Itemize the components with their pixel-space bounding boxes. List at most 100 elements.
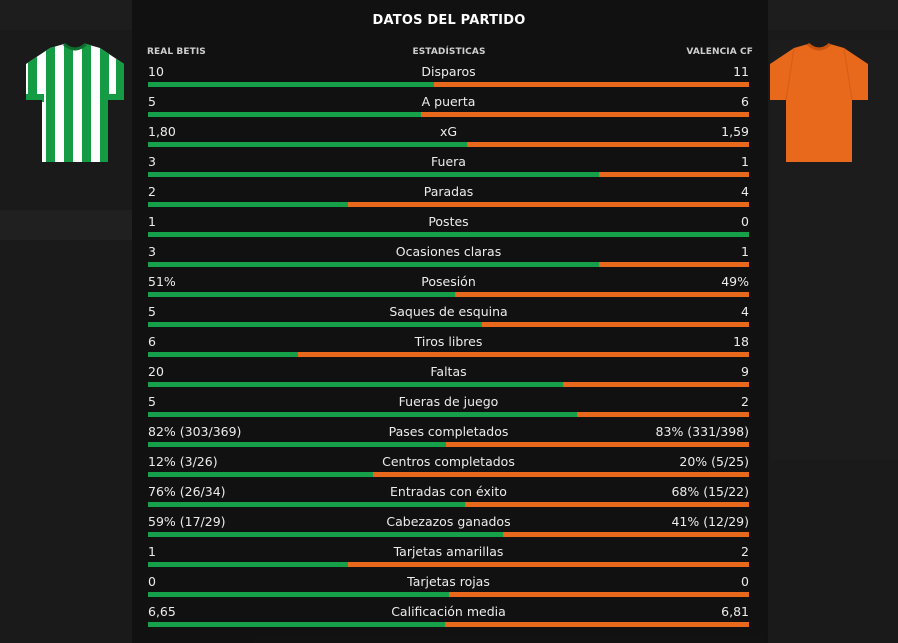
stat-label: xG [439,124,458,139]
home-share-fill [148,322,483,327]
stat-comparison-bar [148,562,749,567]
home-share-fill [148,292,455,297]
home-stat-value: 5 [148,304,156,319]
stat-comparison-bar [148,322,749,327]
stat-row: 1,80 xG 1,59 [148,120,749,150]
home-stat-value: 5 [148,394,156,409]
stat-label: Fueras de juego [398,394,499,409]
stat-row: 5 Fueras de juego 2 [148,390,749,420]
home-stat-value: 82% (303/369) [148,424,242,439]
home-share-fill [148,502,466,507]
away-stat-value: 1 [741,244,749,259]
stat-label: Faltas [430,364,467,379]
stat-row: 1 Postes 0 [148,210,749,240]
home-stat-value: 59% (17/29) [148,514,226,529]
home-kit-icon [26,42,124,162]
stat-comparison-bar [148,382,749,387]
stat-label: Paradas [423,184,474,199]
stat-comparison-bar [148,142,749,147]
home-share-fill [148,532,503,537]
stat-comparison-bar [148,412,749,417]
home-stat-value: 10 [148,64,164,79]
away-stat-value: 9 [741,364,749,379]
home-share-fill [148,562,349,567]
stat-row: 6,65 Calificación media 6,81 [148,600,749,630]
stat-row: 76% (26/34) Entradas con éxito 68% (15/22) [148,480,749,510]
away-stat-value: 2 [741,544,749,559]
away-stat-value: 0 [741,574,749,589]
stat-label: Entradas con éxito [390,484,507,499]
home-share-fill [148,262,599,267]
home-stat-value: 6 [148,334,156,349]
home-share-fill [148,472,374,477]
away-stat-value: 4 [741,184,749,199]
away-stat-value: 18 [733,334,749,349]
stat-row: 3 Ocasiones claras 1 [148,240,749,270]
away-stat-value: 1,59 [721,124,749,139]
away-stat-value: 41% (12/29) [671,514,749,529]
home-share-fill [148,172,599,177]
stat-comparison-bar [148,352,749,357]
stat-row: 20 Faltas 9 [148,360,749,390]
home-stat-value: 2 [148,184,156,199]
stat-label: Pases completados [388,424,509,439]
home-stat-value: 76% (26/34) [148,484,226,499]
stat-label: Ocasiones claras [395,244,502,259]
away-stat-value: 20% (5/25) [679,454,749,469]
away-stat-value: 2 [741,394,749,409]
stat-comparison-bar [148,292,749,297]
home-share-fill [148,622,445,627]
home-share-fill [148,442,447,447]
stat-comparison-bar [148,502,749,507]
stat-comparison-bar [148,82,749,87]
stat-comparison-bar [148,262,749,267]
stat-label: A puerta [421,94,476,109]
stat-comparison-bar [148,592,749,597]
stat-comparison-bar [148,202,749,207]
away-team-header: VALENCIA CF [686,47,753,57]
stat-label: Tarjetas amarillas [393,544,504,559]
stat-comparison-bar [148,442,749,447]
home-share-fill [148,352,299,357]
stat-row: 3 Fuera 1 [148,150,749,180]
home-share-fill [148,142,468,147]
home-stat-value: 6,65 [148,604,176,619]
stat-row: 1 Tarjetas amarillas 2 [148,540,749,570]
away-stat-value: 0 [741,214,749,229]
home-stat-value: 3 [148,244,156,259]
stat-comparison-bar [148,532,749,537]
stat-row: 6 Tiros libres 18 [148,330,749,360]
home-stat-value: 20 [148,364,164,379]
home-stat-value: 5 [148,94,156,109]
away-stat-value: 83% (331/398) [655,424,749,439]
home-stat-value: 3 [148,154,156,169]
stat-comparison-bar [148,112,749,117]
away-stat-value: 6,81 [721,604,749,619]
stat-row: 5 A puerta 6 [148,90,749,120]
away-stat-value: 68% (15/22) [671,484,749,499]
stat-label: Fuera [431,154,466,169]
stat-comparison-bar [148,172,749,177]
home-share-fill [148,382,563,387]
stat-comparison-bar [148,232,749,237]
stat-label: Disparos [421,64,476,79]
home-share-fill [148,202,349,207]
home-share-fill [148,112,422,117]
stat-comparison-bar [148,622,749,627]
stat-label: Cabezazos ganados [386,514,511,529]
stat-row: 12% (3/26) Centros completados 20% (5/25) [148,450,749,480]
home-stat-value: 12% (3/26) [148,454,218,469]
stats-list: 10 Disparos 11 5 A puerta 6 1,80 xG 1,59 3 Fuera 1 2… [148,60,749,630]
away-stat-value: 11 [733,64,749,79]
home-team-header: REAL BETIS [147,47,206,57]
panel-title: DATOS DEL PARTIDO [372,13,526,28]
home-stat-value: 1 [148,214,156,229]
stat-label: Tarjetas rojas [407,574,490,589]
stat-label: Postes [428,214,469,229]
stat-comparison-bar [148,472,749,477]
stat-label: Centros completados [382,454,515,469]
home-share-fill [148,412,578,417]
away-stat-value: 49% [721,274,749,289]
stat-row: 5 Saques de esquina 4 [148,300,749,330]
away-kit-icon [770,42,868,162]
